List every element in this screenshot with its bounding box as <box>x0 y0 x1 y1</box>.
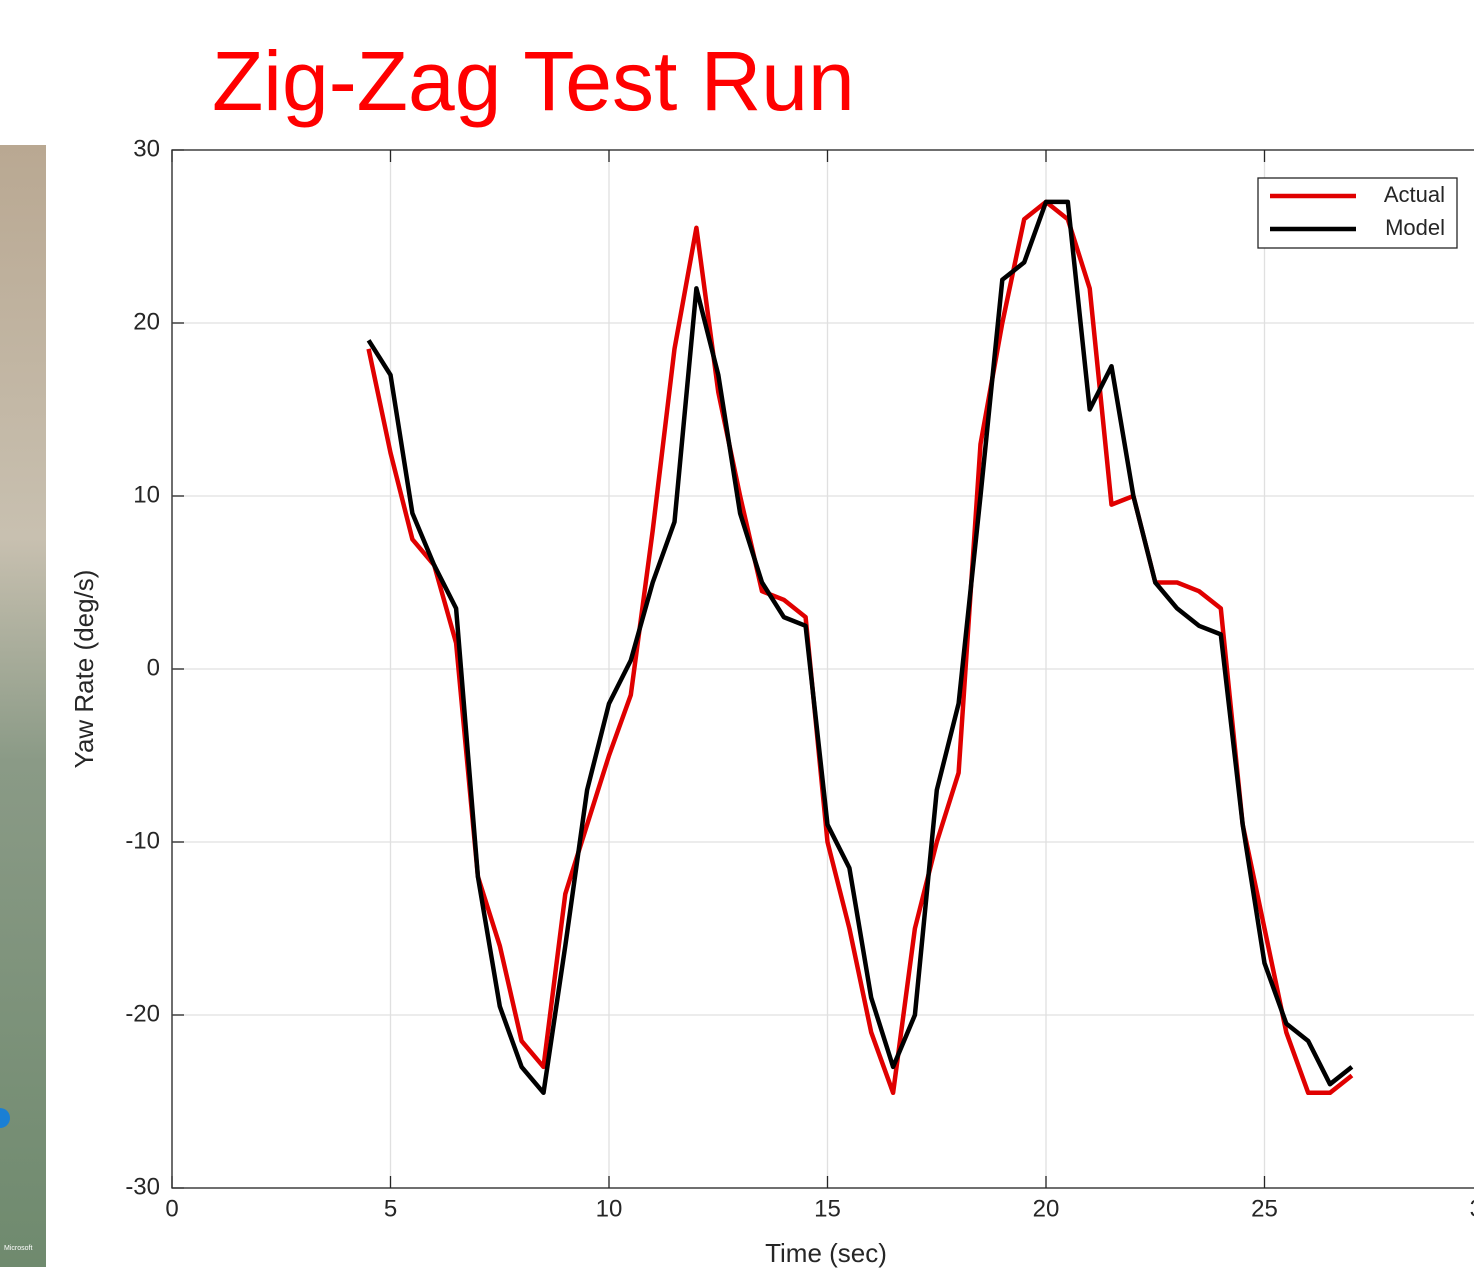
y-tick-label: -10 <box>125 827 160 854</box>
x-tick-label: 0 <box>165 1195 178 1222</box>
map-attribution: Microsoft <box>4 1245 32 1252</box>
y-tick-label: 0 <box>147 654 160 681</box>
chart-title: Zig-Zag Test Run <box>212 34 855 128</box>
x-tick-label: 20 <box>1033 1195 1060 1222</box>
x-axis-label: Time (sec) <box>765 1238 887 1268</box>
chart: Microsoft Zig-Zag Test Run Time (sec) Ya… <box>0 0 1474 1284</box>
x-tick-label: 30 <box>1470 1195 1474 1222</box>
x-tick-label: 25 <box>1251 1195 1278 1222</box>
map-image <box>0 145 46 1267</box>
x-tick-label: 15 <box>814 1195 841 1222</box>
y-tick-label: -20 <box>125 1000 160 1027</box>
legend-label: Model <box>1385 215 1445 240</box>
y-tick-label: 30 <box>133 135 160 162</box>
y-tick-label: 20 <box>133 308 160 335</box>
y-tick-label: 10 <box>133 481 160 508</box>
y-axis-label: Yaw Rate (deg/s) <box>69 570 99 769</box>
y-tick-label: -30 <box>125 1173 160 1200</box>
x-tick-label: 10 <box>596 1195 623 1222</box>
page: Microsoft Zig-Zag Test Run Time (sec) Ya… <box>0 0 1474 1284</box>
legend-label: Actual <box>1384 182 1445 207</box>
x-tick-label: 5 <box>384 1195 397 1222</box>
